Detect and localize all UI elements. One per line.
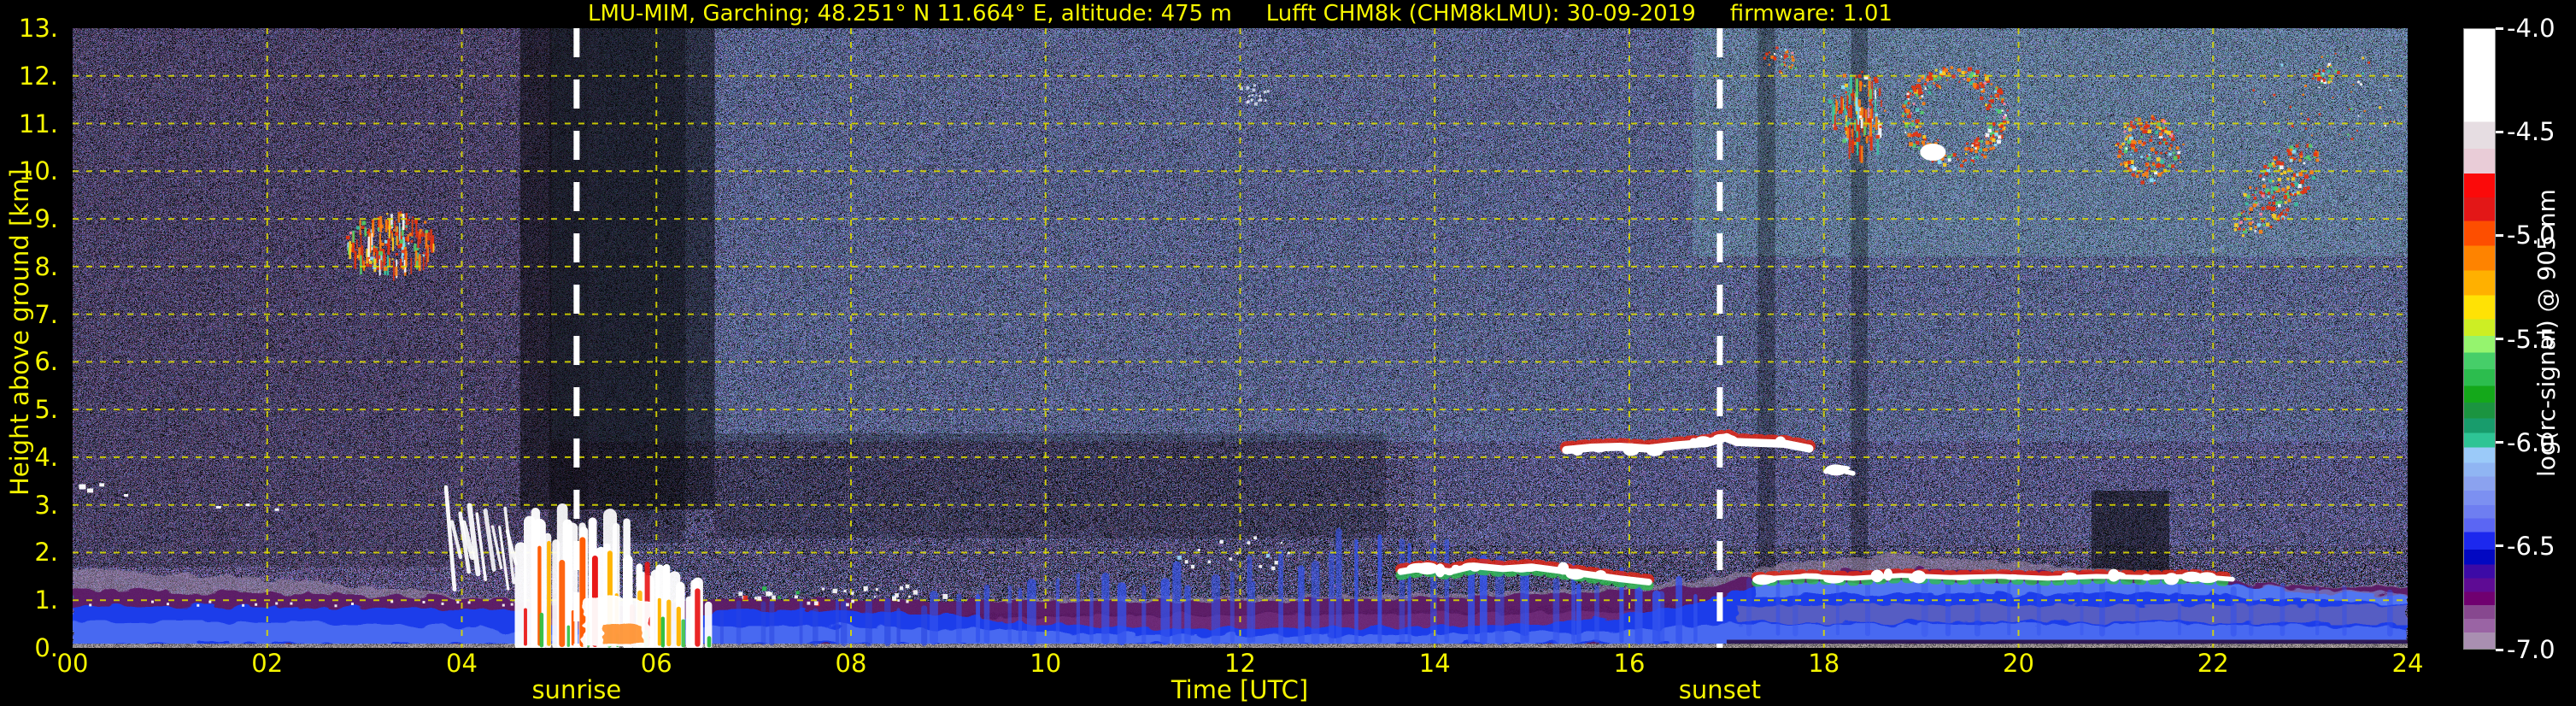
feature-morning_plumes — [719, 598, 928, 647]
feature-midlevel_cloud_blob — [1823, 464, 1856, 476]
y-tick-label: 10. — [18, 156, 58, 186]
cloud-features — [79, 428, 2238, 648]
colorbar-tick-label: -4.5 — [2507, 117, 2555, 147]
colorbar-tick-mark — [2496, 441, 2503, 444]
x-tick-label: 00 — [56, 649, 89, 678]
y-tick-label: 1. — [34, 585, 58, 615]
y-tick-label: 0. — [34, 633, 58, 662]
x-tick-label: 22 — [2197, 649, 2229, 678]
feature-dark_col_1730 — [1757, 28, 1775, 577]
colorbar-label: log(rc-signal) @ 905 nm — [2532, 189, 2561, 477]
colorbar-tick-mark — [2496, 648, 2503, 651]
feature-midday_specks — [1177, 536, 1290, 570]
feature-cirrus_2240 — [2233, 144, 2320, 238]
feature-rain_core_orange — [602, 621, 643, 644]
grid-lines — [73, 28, 2408, 648]
colorbar-tick-label: -6.0 — [2507, 427, 2555, 457]
feature-midlevel_cloud_streak — [1559, 428, 1816, 456]
y-tick-label: 8. — [34, 251, 58, 281]
x-axis-label: Time [UTC] — [1171, 675, 1309, 704]
feature-attenuation_column — [519, 28, 715, 510]
x-tick-label: 20 — [2003, 649, 2034, 678]
feature-night_stratus_top — [1751, 568, 2238, 587]
x-tick-label: 12 — [1224, 649, 1256, 678]
feature-cirrus_1735 — [1763, 46, 1797, 74]
sun-lines — [573, 28, 1723, 648]
y-tick-label: 3. — [34, 490, 58, 520]
x-tick-label: 10 — [1030, 649, 1062, 678]
y-tick-label: 13. — [18, 14, 58, 43]
feature-cirrus_2120 — [2115, 115, 2185, 185]
feature-cirrus_faint_1210 — [1237, 84, 1270, 106]
x-tick-label: 18 — [1808, 649, 1840, 678]
colorbar-tick-label: -4.0 — [2507, 14, 2555, 43]
x-tick-label: 14 — [1418, 649, 1451, 678]
feature-cirrus_1830 — [1828, 70, 1887, 163]
y-tick-label: 2. — [34, 538, 58, 568]
feature-night_blue_top_light — [1756, 580, 2408, 604]
feature-cloud_0330 — [345, 211, 435, 281]
feature-night_blue_plumes — [1746, 574, 2393, 638]
sunset-label: sunset — [1678, 675, 1761, 704]
y-tick-label: 12. — [18, 61, 58, 91]
plot-title: LMU-MIM, Garching; 48.251° N 11.664° E, … — [73, 1, 2408, 26]
title-firmware: firmware: 1.01 — [1729, 1, 1892, 26]
y-tick-label: 7. — [34, 299, 58, 329]
feature-dark_col_1820 — [1851, 28, 1868, 577]
y-tick-label: 5. — [34, 395, 58, 425]
y-tick-label: 9. — [34, 204, 58, 234]
feature-convective_plumes — [930, 527, 1698, 645]
y-tick-label: 6. — [34, 347, 58, 377]
feature-day_cumulus_line — [1395, 557, 1655, 591]
colorbar — [2463, 28, 2496, 650]
feature-night_gray_band — [1736, 603, 2408, 625]
colorbar-tick-label: -6.5 — [2507, 531, 2555, 561]
title-instrument: Lufft CHM8k (CHM8kLMU): 30-09-2019 — [1265, 1, 1696, 26]
colorbar-tick-label: -7.0 — [2507, 635, 2555, 664]
feature-cirrus_2310 — [2312, 62, 2340, 85]
colorbar-tick-label: -5.5 — [2507, 324, 2555, 354]
feature-bl_top_dots — [89, 600, 513, 608]
feature-early_midlevel_bits — [79, 483, 279, 511]
colorbar-tick-label: -5.0 — [2507, 221, 2555, 250]
colorbar-tick-mark — [2496, 544, 2503, 548]
x-tick-label: 08 — [835, 649, 867, 678]
feature-attenuation_column2 — [549, 28, 686, 544]
x-tick-label: 04 — [446, 649, 478, 678]
colorbar-tick-mark — [2496, 338, 2503, 340]
feature-virga_streaks — [443, 485, 518, 592]
y-tick-label: 4. — [34, 442, 58, 472]
feature-dark_col_2045 — [2091, 491, 2169, 574]
x-tick-label: 06 — [640, 649, 672, 678]
colorbar-tick-mark — [2496, 130, 2503, 133]
x-tick-label: 24 — [2391, 649, 2424, 678]
sunrise-label: sunrise — [531, 675, 622, 704]
colorbar-tick-mark — [2496, 233, 2503, 237]
feature-midday_low_dark — [714, 433, 1387, 538]
y-tick-label: 11. — [18, 109, 58, 138]
feature-early_upper_dark — [73, 28, 589, 568]
feature-morning_bl_specks — [738, 584, 948, 607]
title-location: LMU-MIM, Garching; 48.251° N 11.664° E, … — [588, 1, 1232, 26]
colorbar-tick-mark — [2496, 26, 2503, 30]
x-tick-label: 02 — [251, 649, 284, 678]
feature-residual_gray_fringe — [73, 555, 2408, 615]
x-tick-label: 16 — [1613, 649, 1646, 678]
